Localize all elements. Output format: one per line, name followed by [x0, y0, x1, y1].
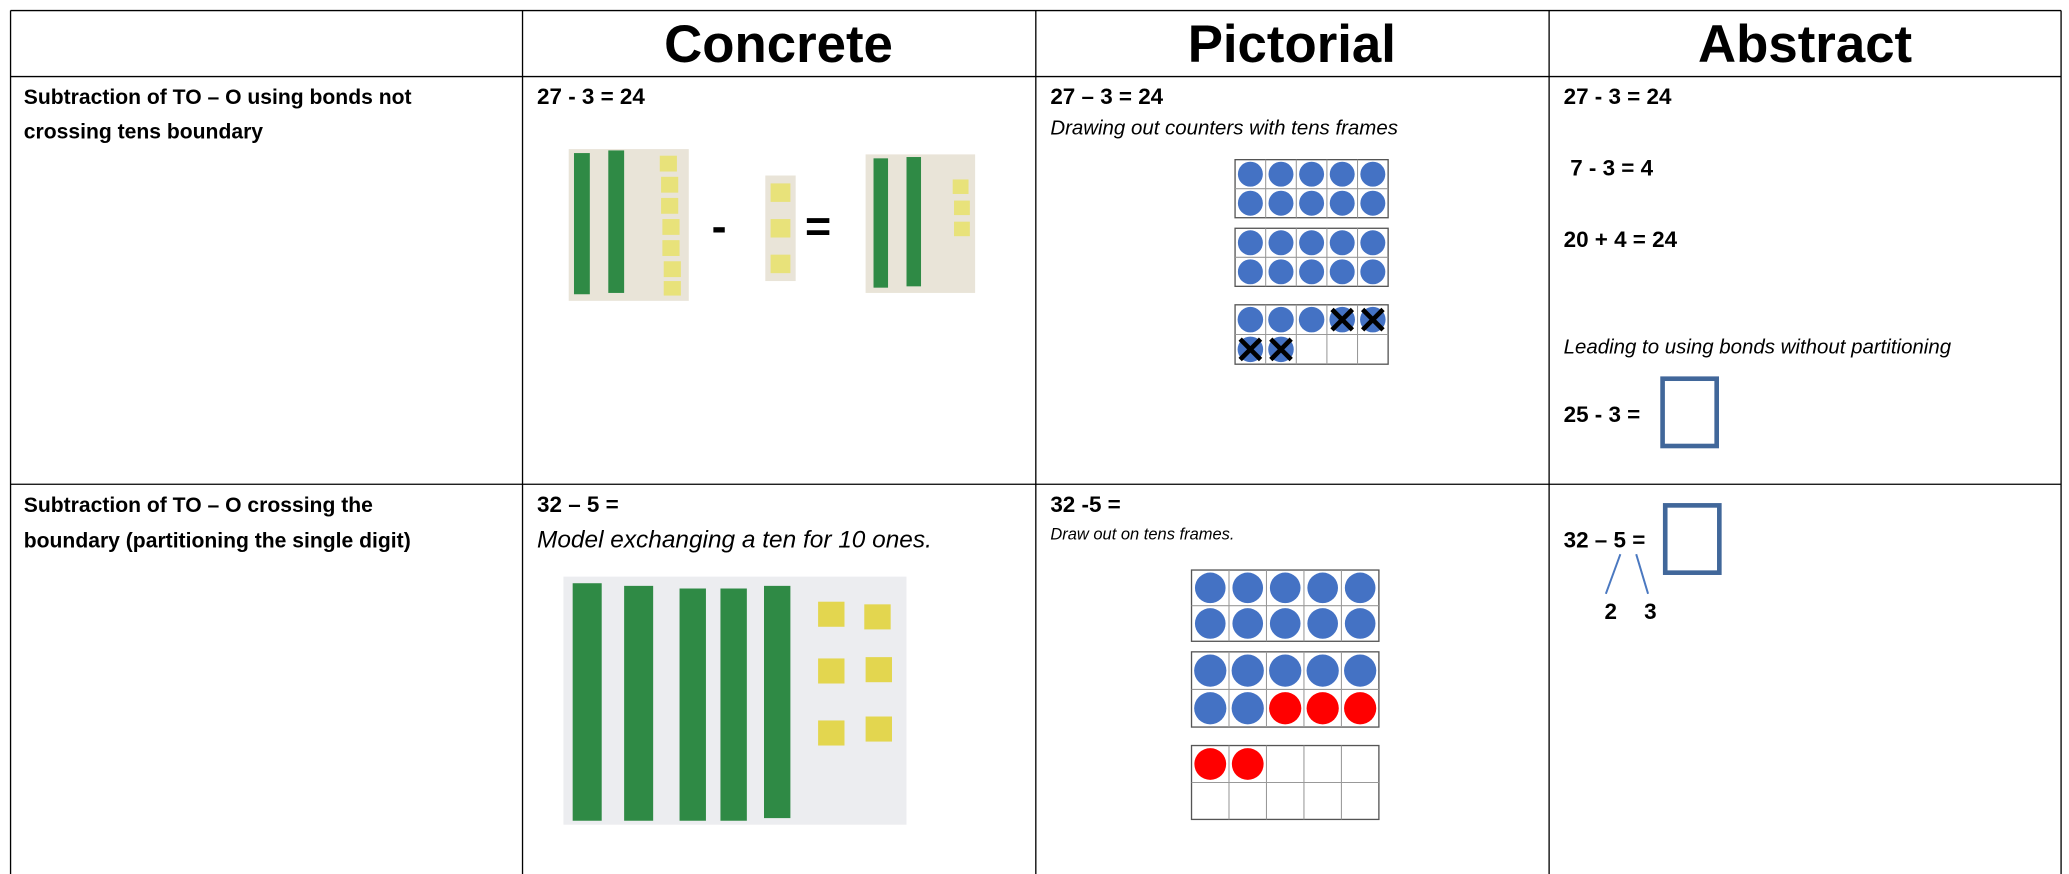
operator: - [712, 200, 727, 251]
counter [1269, 572, 1301, 604]
note: Model exchanging a ten for 10 ones. [537, 527, 932, 554]
counter [1231, 654, 1264, 687]
operator: = [805, 200, 831, 251]
equation: 27 - 3 = 24 [537, 84, 645, 109]
counter [1299, 230, 1325, 256]
equation: 27 – 3 = 24 [1050, 84, 1163, 109]
counter [1232, 572, 1264, 604]
counter [1306, 692, 1339, 725]
equation: 32 – 5 = [1564, 528, 1646, 553]
note: Leading to using bonds without partition… [1564, 336, 1952, 359]
row-label: Subtraction of TO – O crossing the [24, 494, 373, 517]
counter [1307, 608, 1339, 639]
counter [1329, 259, 1355, 285]
header: Abstract [1698, 15, 1912, 74]
counter [1269, 692, 1302, 725]
equation: 7 - 3 = 4 [1570, 155, 1653, 180]
counter [1268, 259, 1294, 285]
counter [1306, 654, 1339, 687]
counter [1232, 608, 1264, 639]
counter [1237, 306, 1264, 333]
counter [1194, 748, 1227, 780]
counter [1194, 692, 1227, 725]
counter [1194, 572, 1226, 604]
cross [1269, 337, 1293, 362]
counter [1360, 259, 1386, 285]
equation: 32 -5 = [1050, 492, 1120, 517]
counter [1360, 230, 1386, 256]
counter [1268, 190, 1294, 216]
part: 2 [1605, 599, 1617, 624]
counter [1269, 608, 1301, 639]
counter [1194, 654, 1227, 687]
counter [1360, 161, 1386, 187]
partition-line [1635, 553, 1650, 595]
row-label: crossing tens boundary [24, 121, 264, 144]
header: Pictorial [1188, 15, 1396, 74]
row-label: Subtraction of TO – O using bonds not [24, 86, 412, 109]
equation: 32 – 5 = [537, 492, 619, 517]
counter [1344, 654, 1377, 687]
counter [1268, 230, 1294, 256]
counter [1307, 572, 1339, 604]
equation: 20 + 4 = 24 [1564, 227, 1678, 252]
counter [1237, 190, 1263, 216]
counter [1329, 161, 1355, 187]
equation: 27 - 3 = 24 [1564, 84, 1672, 109]
cross [1330, 307, 1355, 332]
partition-line [1604, 553, 1622, 595]
photo-blocks [568, 149, 976, 301]
row-label: boundary (partitioning the single digit) [24, 530, 411, 553]
counter [1298, 306, 1325, 333]
counter [1231, 748, 1264, 780]
counter [1237, 259, 1263, 285]
equation: 25 - 3 = [1564, 402, 1641, 427]
counter [1268, 306, 1294, 333]
counter [1268, 161, 1294, 187]
note: Drawing out counters with tens frames [1050, 117, 1398, 140]
counter [1237, 230, 1263, 256]
counter [1344, 608, 1376, 639]
counter [1344, 692, 1377, 725]
cross [1360, 307, 1385, 332]
header: Concrete [664, 15, 893, 74]
counter [1194, 608, 1226, 639]
counter [1360, 190, 1386, 216]
counter [1237, 161, 1263, 187]
answer-box [1662, 503, 1722, 575]
table-grid [9, 9, 2062, 874]
cross [1238, 337, 1263, 362]
counter [1329, 190, 1355, 216]
note: Draw out on tens frames. [1050, 526, 1234, 544]
answer-box [1660, 376, 1719, 449]
counter [1269, 654, 1302, 687]
counter [1299, 259, 1325, 285]
counter [1344, 572, 1376, 604]
counter [1329, 230, 1355, 256]
counter [1299, 190, 1325, 216]
counter [1231, 692, 1264, 725]
counter [1299, 161, 1325, 187]
photo-blocks [563, 576, 907, 825]
part: 3 [1644, 599, 1656, 624]
